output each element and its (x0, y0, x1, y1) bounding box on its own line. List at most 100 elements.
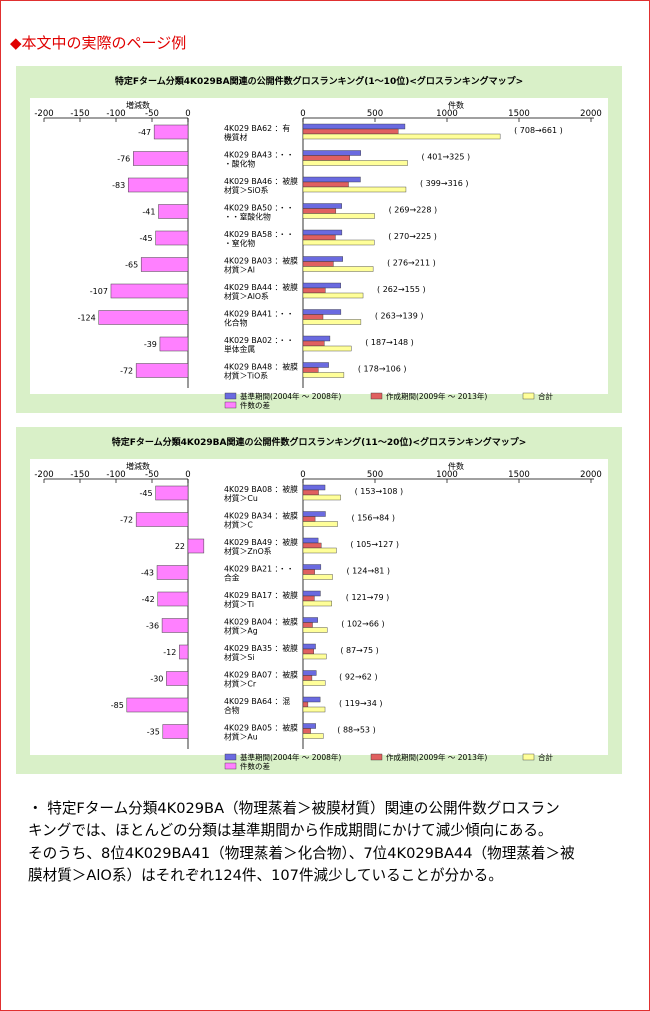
pair-label: ( 87→75 ) (340, 646, 378, 655)
category-label: 4K029 BA08 ：被膜 (224, 484, 298, 494)
diff-label: -85 (111, 701, 124, 710)
created-bar (302, 155, 350, 161)
total-bar (302, 706, 326, 713)
diff-bar (140, 257, 189, 272)
diff-bar (98, 310, 189, 325)
category-label: 材質＞Au (224, 732, 258, 742)
legend-created-swatch (370, 753, 383, 761)
summary-paragraph: ・ 特定Fターム分類4K029BA（物理蒸着＞被膜材質）関連の公開件数グロスラン… (28, 798, 618, 888)
legend-base-swatch (224, 753, 237, 761)
right-tick-label: 1500 (508, 470, 530, 480)
total-bar (302, 266, 374, 272)
legend-diff-swatch (224, 762, 237, 770)
diff-bar (135, 512, 189, 527)
total-bar (302, 600, 332, 607)
base-bar (302, 670, 317, 676)
pair-label: ( 262→155 ) (377, 285, 426, 294)
legend-base-swatch (224, 392, 237, 400)
left-tick-label: -100 (106, 109, 125, 119)
total-bar (302, 319, 362, 325)
total-bar (302, 574, 333, 580)
total-bar (302, 213, 375, 219)
diff-label: -45 (140, 234, 153, 243)
diff-label: -72 (120, 367, 133, 376)
diff-bar (126, 697, 189, 713)
ranking-chart-1-svg: 特定Fターム分類4K029BA関連の公開件数グロスランキング(1～10位)<グロ… (30, 75, 608, 410)
diff-bar (133, 151, 189, 166)
diff-label: -41 (142, 208, 155, 217)
created-bar (302, 569, 315, 575)
diff-label: -124 (78, 314, 96, 323)
left-tick-label: -100 (106, 470, 125, 480)
created-bar (302, 516, 316, 522)
base-bar (302, 282, 341, 289)
pair-label: ( 92→62 ) (339, 673, 377, 682)
base-bar (302, 256, 343, 262)
diff-bar (155, 230, 189, 246)
category-label: ・酸化物 (224, 159, 255, 169)
right-tick-label: 1000 (436, 470, 458, 480)
base-bar (302, 723, 316, 729)
diff-label: -45 (140, 489, 153, 498)
created-bar (302, 208, 337, 214)
pair-label: ( 263→139 ) (375, 312, 424, 321)
total-bar (302, 653, 327, 660)
pair-label: ( 88→53 ) (337, 726, 375, 735)
diff-label: -107 (90, 287, 108, 296)
legend-diff-label: 件数の差 (240, 761, 270, 771)
ranking-chart-2: 特定Fターム分類4K029BA関連の公開件数グロスランキング(11～20位)<グ… (16, 427, 622, 774)
legend-total-label: 合計 (538, 391, 553, 401)
created-bar (302, 701, 309, 708)
created-bar (302, 287, 326, 294)
category-label: 4K029 BA35 ：被膜 (224, 643, 298, 653)
pair-label: ( 124→81 ) (347, 567, 390, 576)
diff-label: -35 (147, 728, 160, 737)
pair-label: ( 269→228 ) (389, 206, 438, 215)
legend-diff-label: 件数の差 (240, 400, 270, 410)
created-bar (302, 728, 311, 734)
created-bar (302, 261, 334, 267)
base-bar (302, 203, 342, 209)
base-bar (302, 150, 361, 156)
pair-label: ( 102→66 ) (341, 620, 384, 629)
category-label: 4K029 BA46 ：被膜 (224, 176, 298, 186)
pair-label: ( 119→34 ) (339, 699, 382, 708)
diff-bar (135, 363, 189, 378)
category-label: 合金 (224, 573, 240, 583)
category-label: 材質＞C (224, 520, 253, 530)
total-bar (302, 733, 324, 739)
category-label: 合物 (224, 705, 240, 715)
base-bar (302, 696, 321, 703)
legend-total-label: 合計 (538, 752, 553, 762)
category-label: ・・窒酸化物 (224, 212, 271, 222)
diff-label: -12 (163, 648, 176, 657)
base-bar (302, 335, 331, 342)
legend-created-swatch (370, 392, 383, 400)
diff-bar (127, 177, 189, 193)
diff-bar (187, 538, 205, 554)
total-bar (302, 547, 337, 554)
category-label: 4K029 BA07 ：被膜 (224, 670, 298, 680)
category-label: 4K029 BA21 ：・・ (224, 565, 294, 574)
pair-label: ( 399→316 ) (420, 179, 469, 188)
diff-bar (153, 124, 189, 140)
pair-label: ( 156→84 ) (352, 514, 395, 523)
right-tick-label: 1000 (436, 109, 458, 119)
category-label: 材質＞TiO系 (224, 371, 268, 381)
diff-label: -47 (138, 128, 151, 137)
created-bar (302, 340, 325, 347)
diff-bar (155, 485, 189, 501)
left-tick-label: -200 (34, 470, 53, 480)
diff-bar (110, 283, 189, 299)
created-bar (302, 314, 324, 320)
summary-line: ・ 特定Fターム分類4K029BA（物理蒸着＞被膜材質）関連の公開件数グロスラン (28, 800, 560, 817)
category-label: 材質＞ZnO系 (224, 546, 272, 556)
right-tick-label: 500 (367, 109, 383, 119)
chart-title: 特定Fターム分類4K029BA関連の公開件数グロスランキング(11～20位)<グ… (112, 436, 527, 448)
legend-created-label: 作成期間(2009年 ～ 2013年) (386, 391, 487, 401)
left-tick-label: -150 (70, 109, 89, 119)
category-label: 4K029 BA04 ：被膜 (224, 617, 298, 627)
base-bar (302, 123, 406, 130)
total-bar (302, 133, 501, 140)
category-label: 材質＞Al (224, 265, 255, 275)
